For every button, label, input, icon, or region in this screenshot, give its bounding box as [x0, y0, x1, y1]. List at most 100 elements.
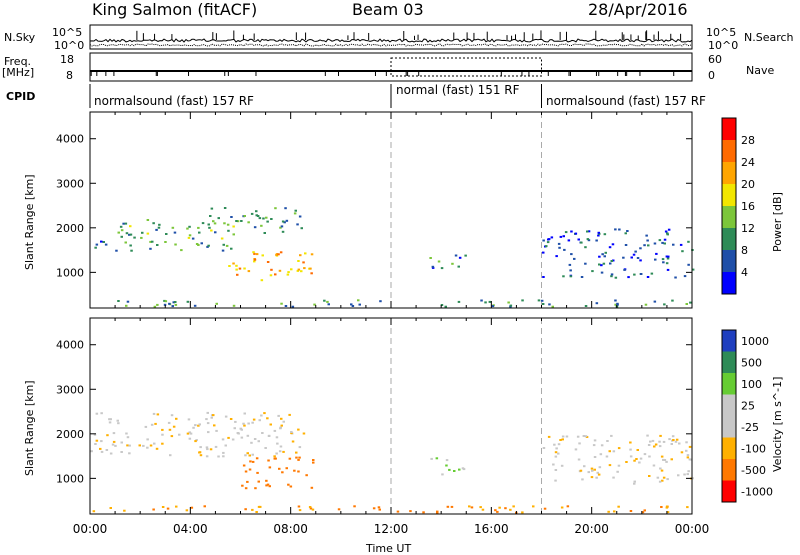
echo-cell — [659, 434, 662, 437]
echo-cell — [687, 470, 690, 473]
echo-cell — [275, 253, 278, 256]
echo-cell — [109, 507, 112, 509]
echo-cell — [223, 207, 227, 209]
echo-cell — [504, 507, 507, 510]
echo-cell — [248, 454, 251, 457]
echo-cell — [178, 433, 181, 436]
echo-cell — [270, 268, 273, 271]
echo-cell — [638, 461, 641, 464]
echo-cell — [595, 239, 598, 242]
echo-cell — [156, 244, 159, 246]
echo-cell — [199, 446, 202, 449]
echo-cell — [616, 302, 619, 305]
echo-cell — [232, 304, 236, 307]
echo-cell — [665, 505, 669, 508]
echo-cell — [498, 506, 501, 509]
echo-cell — [691, 477, 694, 480]
echo-cell — [207, 244, 210, 247]
echo-cell — [561, 438, 564, 441]
echo-cell — [243, 424, 246, 427]
cpid-label: CPID — [6, 90, 36, 103]
echo-cell — [464, 254, 467, 257]
echo-cell — [188, 437, 192, 440]
echo-cell — [277, 414, 280, 417]
echo-cell — [95, 243, 99, 246]
echo-cell — [626, 230, 629, 232]
echo-cell — [133, 236, 136, 239]
echo-cell — [243, 412, 246, 415]
cpid-segment-label: normalsound (fast) 157 RF — [94, 94, 254, 108]
echo-cell — [596, 471, 599, 474]
echo-cell — [622, 256, 625, 259]
colorbars: 4 8 12 16 20 24 28 1000 500 100 25 -25 -100 -500 -1000 — [721, 117, 773, 503]
echo-cell — [437, 260, 441, 263]
echo-cell — [146, 438, 149, 441]
echo-cell — [658, 480, 662, 483]
echo-cell — [255, 511, 258, 513]
echo-cell — [668, 438, 671, 441]
echo-cell — [198, 451, 202, 454]
echo-cell — [509, 304, 513, 307]
power-colorbar-frame — [721, 117, 737, 295]
echo-cell — [128, 444, 131, 447]
echo-cell — [559, 439, 562, 441]
echo-cell — [686, 454, 690, 457]
echo-cell — [260, 414, 263, 417]
echo-cell — [580, 241, 583, 244]
echo-cell — [658, 239, 662, 242]
echo-cell — [252, 251, 255, 254]
echo-cell — [429, 257, 432, 259]
echo-cell — [240, 436, 244, 439]
echo-cell — [246, 434, 250, 437]
echo-cell — [94, 443, 97, 445]
echo-cell — [643, 509, 646, 512]
echo-cell — [117, 231, 120, 234]
echo-cell — [672, 243, 675, 246]
echo-cell — [496, 510, 499, 513]
power-panel: 1000 2000 3000 4000 — [56, 111, 695, 309]
echo-cell — [258, 217, 262, 220]
echo-cell — [208, 226, 211, 229]
echo-cell — [687, 240, 690, 243]
echo-cell — [675, 438, 679, 441]
echo-cell — [170, 414, 174, 417]
nsearch-tick-high: 10^5 — [706, 26, 737, 39]
echo-cell — [280, 225, 284, 228]
echo-cell — [629, 441, 632, 444]
echo-cell — [435, 457, 439, 460]
echo-cell — [633, 273, 636, 276]
echo-cell — [617, 505, 620, 508]
echo-cell — [562, 235, 565, 238]
echo-cell — [279, 445, 283, 448]
echo-cell — [234, 420, 237, 423]
echo-cell — [630, 256, 633, 259]
echo-cell — [646, 276, 650, 278]
echo-cell — [100, 440, 103, 443]
echo-cell — [660, 469, 664, 472]
echo-cell — [646, 434, 649, 437]
echo-cell — [568, 263, 572, 266]
echo-cell — [240, 220, 243, 222]
velocity-colorbar-swatch — [722, 394, 736, 416]
echo-cell — [270, 218, 273, 220]
echo-cell — [663, 242, 666, 245]
x-tick-label: 20:00 — [574, 522, 609, 536]
echo-cell — [262, 217, 265, 220]
echo-cell — [276, 442, 279, 445]
echo-cell — [666, 268, 670, 271]
echo-cell — [273, 429, 277, 432]
echo-cell — [279, 226, 282, 229]
echo-cell — [562, 275, 565, 278]
echo-cell — [161, 428, 164, 431]
echo-cell — [609, 262, 612, 265]
echo-cell — [253, 252, 256, 255]
echo-cell — [205, 455, 209, 458]
echo-cell — [327, 303, 330, 306]
echo-cell — [251, 508, 254, 511]
echo-cell — [163, 303, 167, 306]
echo-cell — [100, 240, 103, 243]
echo-cell — [274, 273, 277, 276]
echo-cell — [652, 464, 656, 467]
echo-cell — [247, 221, 250, 224]
echo-cell — [554, 469, 558, 471]
